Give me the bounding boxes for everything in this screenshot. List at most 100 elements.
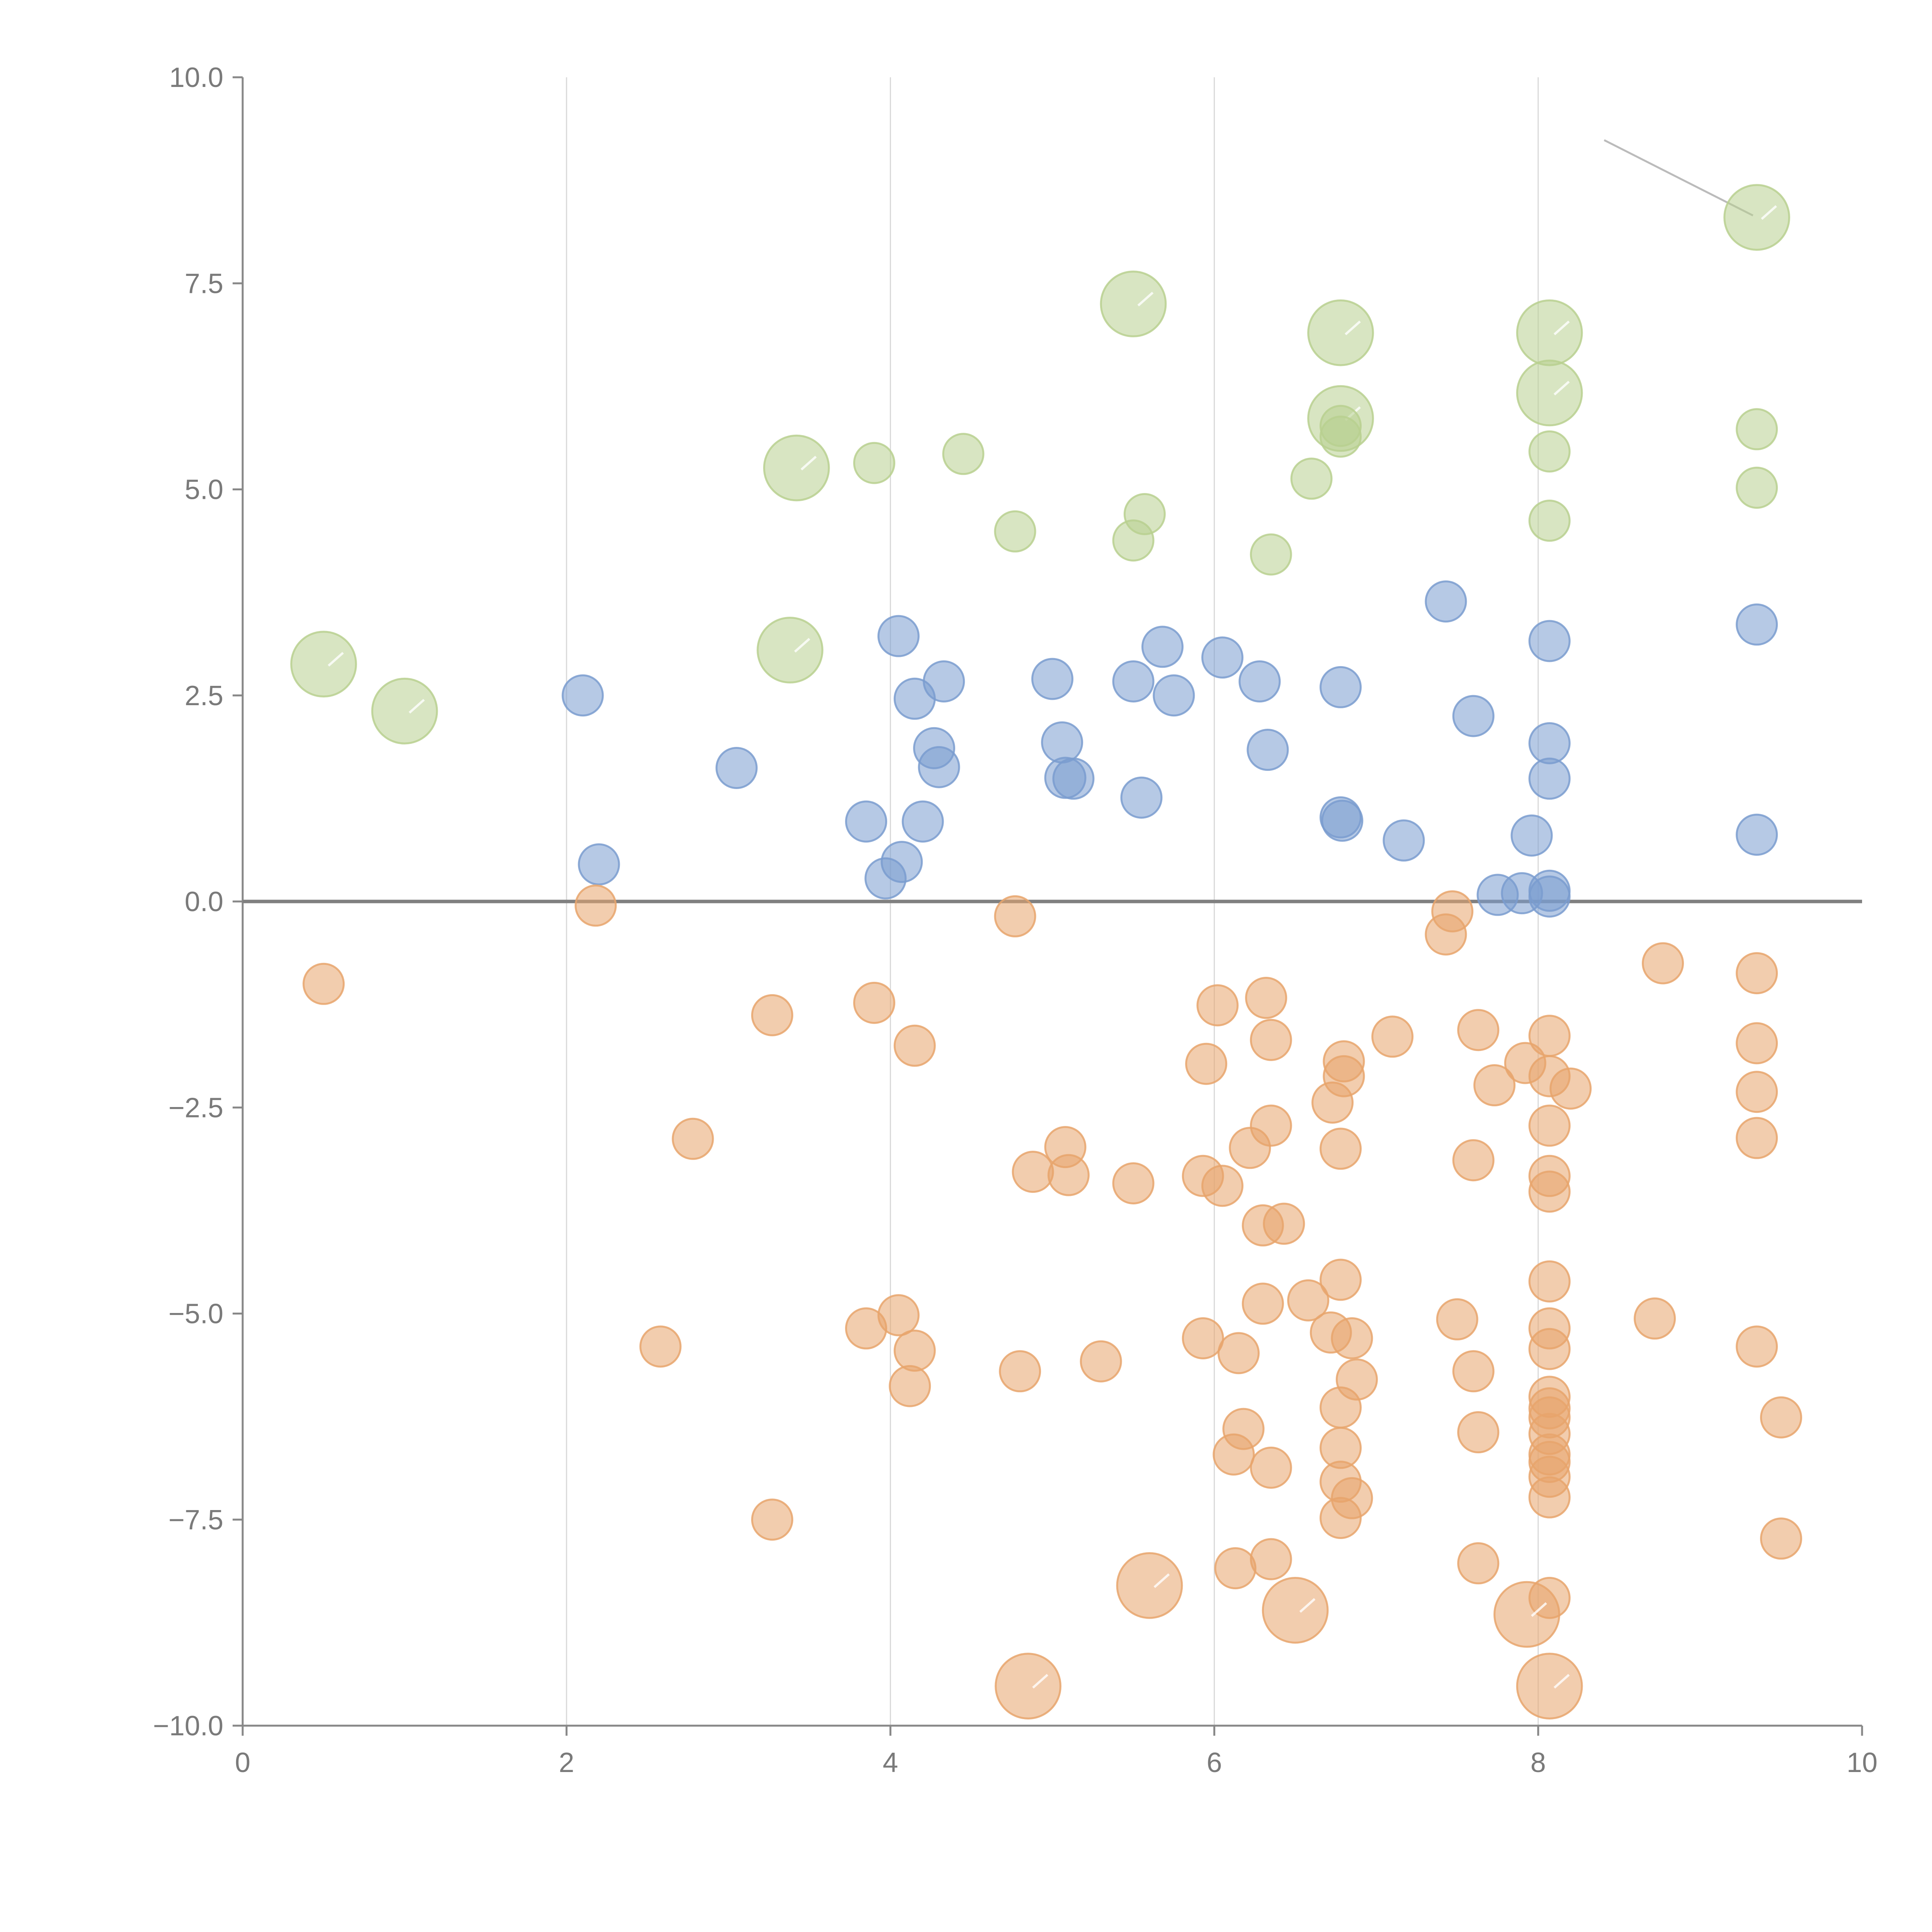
orange-bubble [1047, 1154, 1090, 1196]
orange-series [303, 884, 1802, 1719]
blue-bubble [1528, 620, 1571, 662]
bubble-leader-line [1299, 1598, 1316, 1613]
bubble-leader-line [1153, 1573, 1170, 1588]
orange-bubble [1549, 1067, 1592, 1110]
blue-bubble [1321, 799, 1364, 842]
blue-bubble [1383, 819, 1425, 862]
blue-series [561, 580, 1778, 918]
orange-bubble [1431, 890, 1474, 933]
bubble-leader-line [1553, 381, 1570, 396]
orange-bubble [303, 963, 345, 1005]
green-bubble-large [1516, 359, 1583, 427]
orange-bubble [1528, 1328, 1571, 1370]
y-tick-label: 5.0 [185, 474, 223, 505]
orange-bubble [1760, 1396, 1802, 1439]
orange-bubble [1736, 1022, 1778, 1065]
blue-bubble [1141, 626, 1184, 668]
blue-bubble [715, 747, 758, 789]
orange-bubble [1528, 1260, 1571, 1303]
orange-bubble [1201, 1165, 1244, 1207]
orange-bubble [1250, 1019, 1292, 1061]
orange-bubble [1323, 1055, 1365, 1097]
blue-bubble [1528, 757, 1571, 800]
orange-bubble [1457, 1009, 1500, 1051]
y-tick-label: −2.5 [168, 1092, 223, 1123]
orange-bubble [1528, 1015, 1571, 1057]
blue-bubble [1528, 875, 1571, 918]
orange-bubble [893, 1329, 936, 1372]
green-bubble [1528, 430, 1571, 473]
blue-bubble [1319, 666, 1362, 708]
x-tick-label: 6 [1207, 1747, 1222, 1778]
blue-bubble [901, 800, 944, 843]
orange-bubble [1457, 1542, 1500, 1585]
orange-bubble-large [995, 1653, 1061, 1719]
orange-bubble [1217, 1332, 1260, 1374]
blue-bubble [1736, 603, 1778, 646]
orange-bubble [1214, 1547, 1257, 1590]
orange-bubble [1528, 1104, 1571, 1147]
green-bubble [1736, 466, 1778, 509]
orange-bubble [751, 1498, 793, 1541]
orange-bubble [1222, 1408, 1265, 1450]
orange-bubble [1245, 977, 1287, 1019]
green-bubble [1736, 408, 1778, 451]
green-series [290, 184, 1790, 745]
blue-bubble [1425, 580, 1467, 623]
y-tick-label: 10.0 [169, 62, 223, 93]
orange-bubble [1250, 1538, 1292, 1580]
blue-bubble [845, 800, 888, 843]
x-tick-label: 2 [559, 1747, 574, 1778]
orange-bubble [1760, 1517, 1802, 1560]
green-bubble [1250, 533, 1292, 576]
orange-bubble [1528, 1476, 1571, 1519]
orange-bubble [1736, 1325, 1778, 1368]
x-axis-ticks: 0 2 4 6 8 10 [235, 1726, 1878, 1778]
blue-bubble [1238, 660, 1281, 702]
green-bubble [1319, 415, 1362, 458]
orange-bubble [1528, 1170, 1571, 1213]
orange-bubble-large [1493, 1581, 1560, 1648]
blue-bubble [923, 660, 965, 702]
orange-bubble [877, 1294, 920, 1337]
orange-bubble [1250, 1104, 1292, 1147]
green-bubble [942, 433, 985, 475]
x-tick-label: 10 [1847, 1747, 1878, 1778]
y-axis-ticks: 10.0 7.5 5.0 2.5 0.0 −2.5 −5.0 −7.5 −10.0 [153, 62, 243, 1742]
orange-bubble [1185, 1043, 1228, 1085]
orange-bubble [1452, 1350, 1495, 1393]
blue-bubble [1153, 674, 1195, 717]
orange-bubble [1331, 1477, 1373, 1519]
green-bubble-large [1516, 299, 1583, 366]
orange-bubble [1080, 1340, 1122, 1383]
orange-bubble [1452, 1139, 1495, 1182]
green-bubble-large [763, 434, 830, 502]
blue-bubble [881, 841, 923, 883]
blue-bubble [1041, 721, 1083, 764]
y-tick-label: 2.5 [185, 680, 223, 711]
bubble-leader-line [1553, 320, 1570, 335]
orange-bubble [994, 895, 1036, 937]
blue-bubble [1112, 660, 1155, 702]
orange-bubble [1436, 1298, 1478, 1340]
green-bubble [1528, 500, 1571, 542]
orange-bubble [1012, 1151, 1054, 1193]
orange-bubble [1736, 952, 1778, 995]
x-tick-label: 4 [883, 1747, 898, 1778]
x-tick-label: 0 [235, 1747, 250, 1778]
green-bubble-large [1307, 299, 1374, 366]
blue-bubble [578, 843, 620, 886]
blue-bubble [1528, 722, 1571, 764]
orange-bubble [1182, 1317, 1224, 1359]
blue-bubble [1247, 729, 1289, 771]
blue-bubble [918, 746, 960, 788]
orange-bubble [1457, 1411, 1500, 1454]
bubble-leader-line [1137, 291, 1154, 307]
blue-bubble [877, 615, 920, 657]
blue-bubble [1120, 776, 1163, 819]
orange-bubble [853, 981, 895, 1024]
orange-bubble [575, 884, 617, 927]
y-tick-label: −7.5 [168, 1505, 223, 1536]
bubble-leader-line [1761, 205, 1777, 220]
